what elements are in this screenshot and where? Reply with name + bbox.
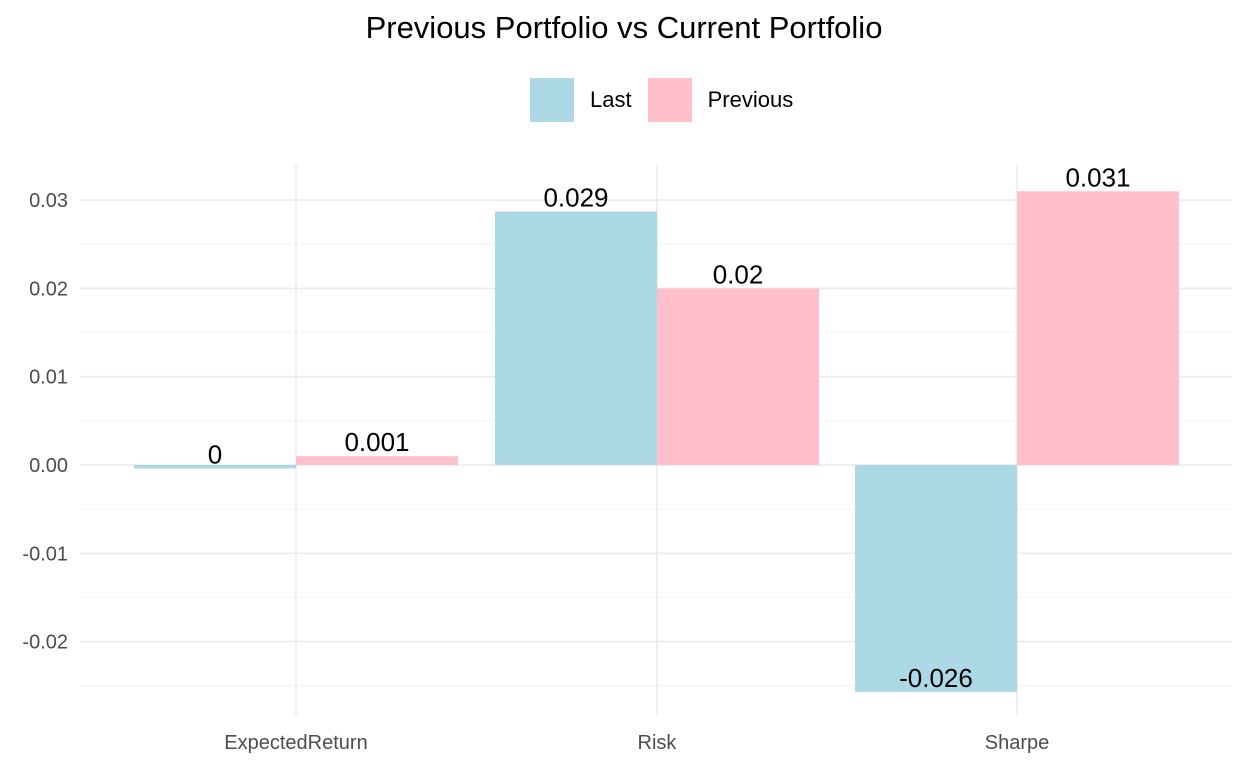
- data-label: 0.029: [543, 183, 608, 213]
- bar-previous-expectedreturn: [296, 456, 458, 465]
- bar-last-expectedreturn: [134, 465, 296, 469]
- x-tick-label: ExpectedReturn: [224, 732, 367, 754]
- data-label: 0: [208, 440, 222, 470]
- legend-swatch-last: [530, 78, 574, 122]
- data-label: 0.031: [1065, 162, 1130, 192]
- y-tick-label: -0.02: [22, 632, 68, 654]
- data-label: 0.001: [344, 427, 409, 457]
- data-label: 0.02: [713, 259, 764, 289]
- legend-item-last: Last: [530, 78, 632, 122]
- legend: Last Previous: [530, 78, 809, 122]
- bar-previous-sharpe: [1017, 191, 1179, 465]
- x-tick-label: Risk: [638, 732, 678, 754]
- y-tick-label: -0.01: [22, 543, 68, 565]
- legend-swatch-previous: [647, 78, 692, 122]
- legend-item-previous: Previous: [647, 78, 794, 122]
- bar-last-sharpe: [855, 465, 1017, 692]
- bar-previous-risk: [657, 288, 819, 465]
- x-tick-label: Sharpe: [985, 732, 1050, 754]
- legend-label-last: Last: [590, 87, 632, 112]
- chart-title: Previous Portfolio vs Current Portfolio: [365, 10, 883, 45]
- y-tick-label: 0.01: [29, 367, 68, 389]
- y-tick-label: 0.03: [29, 190, 68, 212]
- y-tick-label: 0.00: [29, 455, 68, 477]
- bar-last-risk: [495, 211, 657, 465]
- y-tick-label: 0.02: [29, 278, 68, 300]
- legend-label-previous: Previous: [707, 87, 794, 112]
- data-label: -0.026: [899, 663, 973, 693]
